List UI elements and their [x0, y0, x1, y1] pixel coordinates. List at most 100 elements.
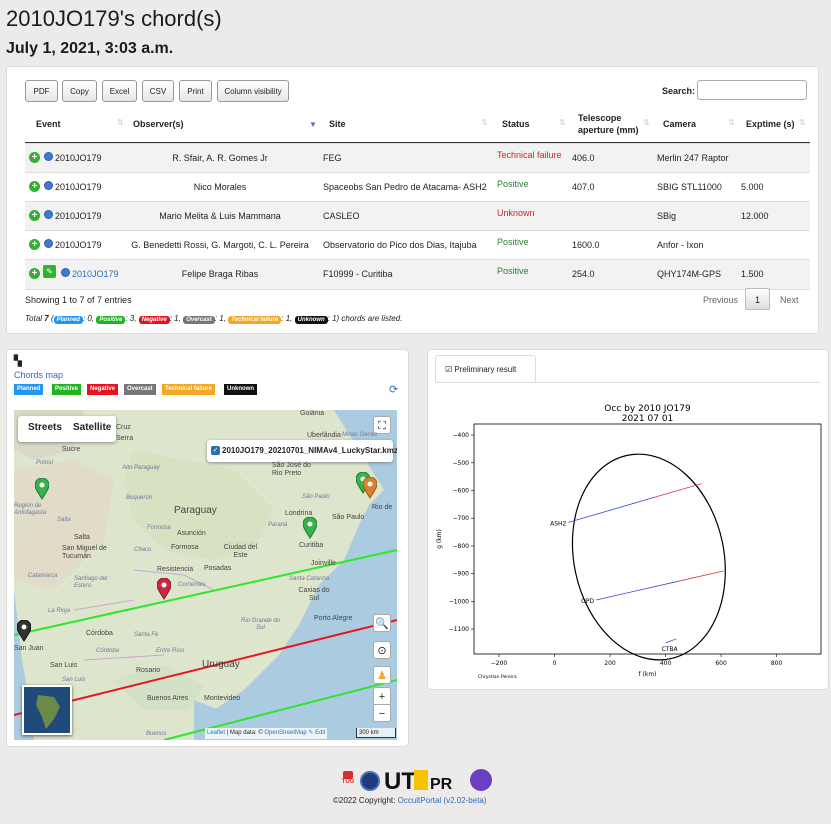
camera-cell: SBig — [657, 211, 677, 221]
place-label: Asunción — [177, 530, 206, 537]
observers-cell: R. Sfair, A. R. Gomes Jr — [172, 153, 268, 163]
previous-button[interactable]: Previous — [703, 295, 739, 305]
chord-line — [596, 580, 680, 601]
place-label: Minas Gerais — [342, 432, 378, 438]
site-cell: Observatorio do Pico dos Dias, Itajuba — [323, 240, 477, 250]
expand-icon[interactable]: + — [29, 152, 40, 163]
copy-button[interactable]: Copy — [62, 80, 97, 102]
header-event[interactable]: Event — [36, 119, 61, 129]
unknown-badge: Unknown — [294, 316, 328, 324]
fullscreen-button[interactable]: ⛶ — [373, 416, 391, 434]
pdf-button[interactable]: PDF — [25, 80, 58, 102]
place-label: Salta — [57, 517, 71, 523]
minimap-graphic — [36, 695, 60, 729]
header-site[interactable]: Site — [329, 119, 346, 129]
map-title[interactable]: Chords map — [14, 370, 64, 380]
csv-button[interactable]: CSV — [142, 80, 174, 102]
lucky-star-logo-icon — [470, 769, 492, 791]
aperture-cell: 406.0 — [572, 153, 595, 163]
chord-line — [654, 483, 702, 498]
tab-divider — [435, 382, 820, 383]
status-cell: Positive — [497, 266, 529, 276]
locate-button[interactable]: ⊙ — [373, 641, 391, 659]
globe-icon — [44, 181, 53, 190]
attribution: Leaflet | Map data: © OpenStreetMap ✎ Ed… — [205, 728, 328, 739]
zoom-in-button[interactable]: + — [373, 687, 391, 705]
place-label: Catamarca — [28, 573, 58, 579]
expand-icon[interactable]: + — [29, 181, 40, 192]
event-link[interactable]: 2010JO179 — [72, 269, 119, 279]
place-label: Formosa — [147, 525, 171, 531]
place-label: Paraguay — [174, 505, 217, 516]
page-1-button[interactable]: 1 — [745, 288, 770, 310]
place-label: Corrientes — [178, 582, 206, 588]
next-button[interactable]: Next — [780, 295, 799, 305]
expand-icon[interactable]: + — [29, 210, 40, 221]
chart-subtitle: 2021 07 01 — [622, 414, 674, 424]
positive-marker-icon[interactable] — [303, 517, 317, 539]
result-plot: Occ by 2010 JO179 2021 07 01 −200 0 200 400 60… — [433, 400, 825, 683]
map-view[interactable]: Streets Satellite ⛶ ✓ 2010JO179_20210701… — [14, 410, 397, 740]
edit-icon[interactable]: ✎ — [43, 265, 56, 278]
header-exptime[interactable]: Exptime (s) — [746, 119, 795, 129]
technical-failure-marker-icon[interactable] — [363, 477, 377, 499]
header-camera[interactable]: Camera — [663, 119, 697, 129]
tug-mark-icon — [343, 771, 353, 779]
zoom-out-button[interactable]: − — [373, 704, 391, 722]
plot-area — [473, 423, 822, 655]
search-input[interactable] — [697, 80, 807, 100]
header-observers[interactable]: Observer(s) — [133, 119, 184, 129]
print-button[interactable]: Print — [179, 80, 212, 102]
search-map-button[interactable]: 🔍 — [373, 614, 391, 632]
refresh-icon[interactable]: ⟳ — [389, 384, 399, 396]
negative-marker-icon[interactable] — [157, 578, 171, 600]
camera-cell: QHY174M-GPS — [657, 269, 722, 279]
place-label: Paraná — [268, 522, 288, 528]
place-label: San Luis — [50, 662, 78, 669]
place-label: Región de Antofagasta — [14, 503, 47, 516]
header-status[interactable]: Status — [502, 119, 530, 129]
header-aperture[interactable]: Telescope aperture (mm) — [578, 113, 639, 135]
place-label: Uberlândia — [307, 432, 341, 439]
y-tick-label: −900 — [453, 571, 470, 578]
unknown-marker-icon[interactable] — [17, 620, 31, 642]
place-label: San Miguel de Tucumán — [62, 545, 107, 560]
place-label: Potosí — [36, 460, 54, 466]
place-label: Ciudad del Este — [223, 544, 258, 559]
sort-desc-icon: ▼ — [309, 120, 317, 129]
expand-icon[interactable]: + — [29, 268, 40, 279]
site-cell: Spaceobs San Pedro de Atacama- ASH2 — [323, 182, 487, 192]
column-visibility-button[interactable]: Column visibility — [217, 80, 289, 102]
street-view-button[interactable]: ♟ — [373, 666, 391, 684]
aperture-cell: 1600.0 — [572, 240, 600, 250]
place-label: Serra — [116, 435, 134, 442]
place-label: Posadas — [204, 565, 232, 572]
place-label: Córdoba — [86, 630, 113, 637]
chord-line-positive — [14, 549, 397, 636]
legend-unknown: Unknown — [224, 384, 257, 395]
place-label: Santiago del Estero — [74, 576, 108, 589]
kmz-layer-label: 2010JO179_20210701_NIMAv4_LuckyStar.kmz — [222, 446, 397, 455]
kmz-layer-control — [207, 440, 393, 462]
kmz-checkbox[interactable]: ✓ — [211, 446, 220, 455]
streets-layer-button[interactable]: Streets — [28, 422, 62, 433]
excel-button[interactable]: Excel — [102, 80, 137, 102]
place-label: São José do Rio Preto — [272, 462, 311, 477]
leaflet-link[interactable]: Leaflet — [207, 730, 226, 736]
result-tab[interactable]: ☑ Preliminary result — [435, 355, 536, 383]
occultportal-link[interactable]: OccultPortal (v2.02-beta) — [397, 796, 487, 805]
minimap[interactable] — [22, 685, 72, 735]
edit-link[interactable]: ✎ Edit — [308, 730, 326, 736]
satellite-layer-button[interactable]: Satellite — [73, 422, 112, 433]
osm-link[interactable]: OpenStreetMap — [264, 730, 307, 736]
chart-title: Occ by 2010 JO179 — [604, 404, 691, 414]
table-row: + 2010JO179 G. Benedetti Rossi, G. Margo… — [25, 230, 810, 260]
positive-marker-icon[interactable] — [35, 478, 49, 500]
x-tick-label: 600 — [715, 660, 727, 667]
place-label: Sucre — [62, 446, 81, 453]
expand-icon[interactable]: + — [29, 239, 40, 250]
chord-line — [568, 496, 656, 523]
place-label: Cruz — [116, 424, 131, 431]
y-tick-label: −1000 — [449, 598, 469, 605]
